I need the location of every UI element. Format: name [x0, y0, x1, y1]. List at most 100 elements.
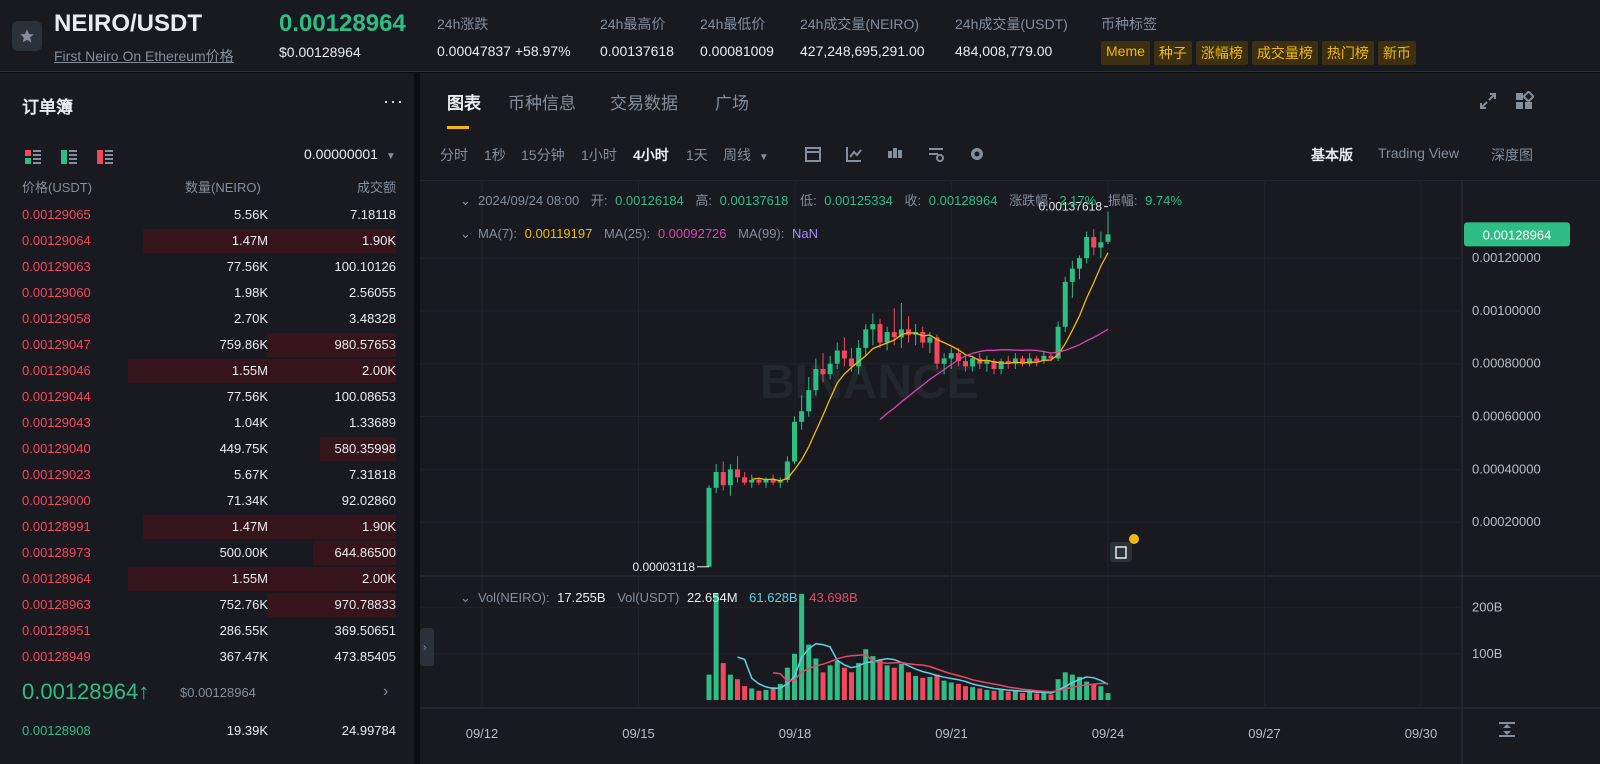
layout-icon[interactable] [1514, 91, 1534, 111]
ask-row[interactable]: 0.00129047 759.86K 980.57653 [0, 332, 414, 358]
view-basic[interactable]: 基本版 [1311, 147, 1353, 163]
tab-trading-data[interactable]: 交易数据 [610, 94, 678, 113]
auto-scale-icon[interactable] [1499, 722, 1515, 737]
ask-row[interactable]: 0.00129040 449.75K 580.35998 [0, 436, 414, 462]
ask-row[interactable]: 0.00128949 367.47K 473.85405 [0, 644, 414, 670]
ask-row[interactable]: 0.00129064 1.47M 1.90K [0, 228, 414, 254]
chevron-right-icon[interactable]: › [383, 683, 389, 700]
panel-collapse-handle[interactable] [420, 628, 434, 666]
mid-price[interactable]: 0.00128964↑ [22, 679, 149, 705]
volume-bar [1091, 683, 1097, 700]
coin-info-link[interactable]: First Neiro On Ethereum价格 [54, 48, 234, 64]
ma7-label: MA(7): [478, 226, 517, 241]
bid-row[interactable]: 0.00128908 19.39K 24.99784 [0, 718, 414, 744]
candle [963, 355, 968, 372]
tag-new[interactable]: 新币 [1377, 41, 1416, 65]
mid-price-usd: $0.00128964 [180, 685, 256, 700]
favorite-button[interactable] [12, 21, 42, 51]
view-depth[interactable]: 深度图 [1491, 147, 1533, 163]
candle [863, 324, 869, 356]
volume-bar [1005, 691, 1011, 700]
precision-dropdown[interactable]: 0.00000001 ▼ [304, 146, 396, 162]
fullscreen-icon[interactable] [1478, 91, 1498, 111]
interval-1s[interactable]: 1秒 [484, 147, 506, 163]
interval-15m[interactable]: 15分钟 [521, 147, 565, 163]
tag-volume[interactable]: 成交量榜 [1251, 41, 1318, 65]
ask-total: 1.90K [362, 519, 396, 534]
volume-bar [834, 660, 840, 700]
pair-title[interactable]: NEIRO/USDT [54, 10, 203, 37]
ask-row[interactable]: 0.00129043 1.04K 1.33689 [0, 410, 414, 436]
tab-chart[interactable]: 图表 [447, 94, 481, 113]
drawing-tools-icon[interactable] [927, 145, 945, 163]
candle [706, 485, 712, 567]
candle-type-icon[interactable] [886, 145, 904, 163]
ask-row[interactable]: 0.00129023 5.67K 7.31818 [0, 462, 414, 488]
ask-row[interactable]: 0.00129046 1.55M 2.00K [0, 358, 414, 384]
ask-price: 0.00129040 [22, 441, 91, 456]
volume-axis: 200B 100B [1472, 600, 1502, 661]
candle [870, 313, 876, 346]
volume-bar [984, 689, 990, 700]
vol-ma2-value: 43.698B [809, 590, 857, 605]
interval-1d[interactable]: 1天 [686, 147, 708, 163]
bid-price: 0.00128908 [22, 723, 91, 738]
ask-row[interactable]: 0.00129063 77.56K 100.10126 [0, 254, 414, 280]
orderbook-both-view-icon[interactable] [25, 150, 41, 164]
candle-body [770, 479, 776, 483]
view-tradingview[interactable]: Trading View [1378, 145, 1459, 161]
ask-row[interactable]: 0.00129058 2.70K 3.48328 [0, 306, 414, 332]
ask-row[interactable]: 0.00128973 500.00K 644.86500 [0, 540, 414, 566]
candle-body [827, 363, 833, 375]
ma-lines [751, 252, 1109, 482]
stat-label: 24h涨跌 [437, 16, 489, 32]
settings-gear-icon[interactable] [968, 145, 986, 163]
tab-square[interactable]: 广场 [715, 94, 749, 113]
volume-bar [827, 665, 833, 700]
orderbook-bids-view-icon[interactable] [61, 150, 77, 164]
ask-row[interactable]: 0.00129065 5.56K 7.18118 [0, 202, 414, 228]
ask-row[interactable]: 0.00128951 286.55K 369.50651 [0, 618, 414, 644]
ask-qty: 1.04K [234, 415, 268, 430]
tag-meme[interactable]: Meme [1101, 41, 1150, 65]
ohlc-high-label: 高: [695, 193, 712, 208]
candle [998, 358, 1004, 375]
ma-collapse-icon[interactable]: ⌄ [460, 226, 471, 241]
interval-1h[interactable]: 1小时 [581, 147, 617, 163]
calendar-icon[interactable] [804, 145, 822, 163]
orderbook-more-button[interactable]: ··· [383, 91, 404, 111]
ask-price: 0.00129060 [22, 285, 91, 300]
tag-seed[interactable]: 种子 [1153, 41, 1192, 65]
depth-bar [320, 437, 396, 461]
ask-total: 7.18118 [349, 207, 396, 222]
interval-time[interactable]: 分时 [440, 147, 468, 163]
alert-note-icon[interactable] [1110, 534, 1139, 562]
vol-usdt-value: 22.654M [687, 590, 738, 605]
vol-collapse-icon[interactable]: ⌄ [460, 590, 471, 605]
ask-row[interactable]: 0.00129044 77.56K 100.08653 [0, 384, 414, 410]
candle [1105, 211, 1111, 245]
tag-gainers[interactable]: 涨幅榜 [1195, 41, 1248, 65]
ask-row[interactable]: 0.00128963 752.76K 970.78833 [0, 592, 414, 618]
ask-total: 1.33689 [349, 415, 396, 430]
ask-row[interactable]: 0.00129060 1.98K 2.56055 [0, 280, 414, 306]
ask-total: 3.48328 [349, 311, 396, 326]
volume-bar [884, 665, 890, 700]
tag-hot[interactable]: 热门榜 [1321, 41, 1374, 65]
ohlc-collapse-icon[interactable]: ⌄ [460, 193, 471, 208]
volume-bar [877, 659, 883, 700]
volume-bar [1098, 686, 1104, 700]
candle [806, 376, 812, 417]
ask-row[interactable]: 0.00129000 71.34K 92.02860 [0, 488, 414, 514]
indicator-icon[interactable] [845, 145, 863, 163]
tab-coin-info[interactable]: 币种信息 [508, 94, 576, 113]
interval-4h[interactable]: 4小时 [633, 147, 669, 163]
ask-row[interactable]: 0.00128991 1.47M 1.90K [0, 514, 414, 540]
interval-week-dropdown[interactable]: 周线 ▼ [723, 145, 769, 165]
orderbook-asks-view-icon[interactable] [97, 150, 113, 164]
volume-bar [1012, 690, 1018, 700]
volume-bar [870, 656, 876, 700]
ask-row[interactable]: 0.00128964 1.55M 2.00K [0, 566, 414, 592]
ask-total: 100.10126 [334, 259, 396, 274]
